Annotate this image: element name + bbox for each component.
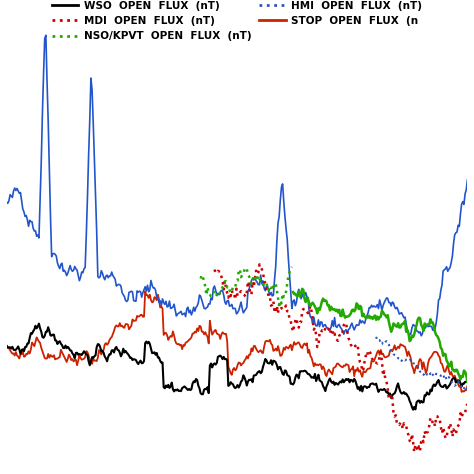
Legend: WSO  OPEN  FLUX  (nT), MDI  OPEN  FLUX  (nT), NSO/KPVT  OPEN  FLUX  (nT), HMI  O: WSO OPEN FLUX (nT), MDI OPEN FLUX (nT), … — [48, 0, 426, 46]
